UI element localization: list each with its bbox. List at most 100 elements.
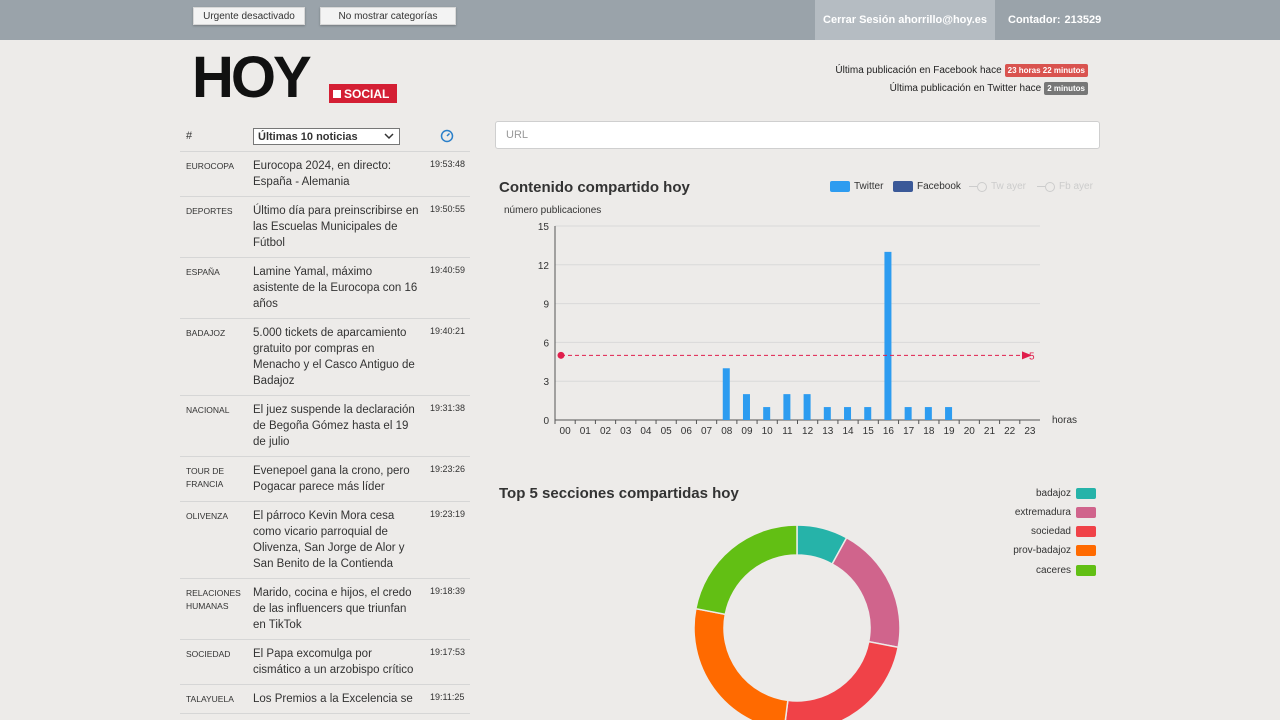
bar-twitter-17[interactable] [904,407,912,420]
donut-slice-sociedad[interactable] [784,640,900,720]
donut-legend-extremadura[interactable]: extremadura [1015,507,1096,518]
donut-slice-caceres[interactable] [694,524,798,616]
logo-square-icon [333,89,341,98]
legend-tw-ayer-label: Tw ayer [991,181,1027,192]
news-filter-select[interactable]: Últimas 10 noticias [253,128,400,145]
news-time: 19:40:59 [430,265,466,275]
bar-twitter-16[interactable] [884,251,892,420]
donut-legend-label: sociedad [1030,526,1071,537]
news-category: SOCIEDAD [186,649,231,659]
donut-legend-badajoz[interactable]: badajoz [1036,488,1096,499]
donut-legend-sociedad[interactable]: sociedad [1031,526,1096,537]
counter-label: Contador: [1008,14,1061,26]
news-title[interactable]: Último día para preinscribirse en las Es… [253,205,419,249]
news-time: 19:18:39 [430,586,466,596]
news-title[interactable]: El juez suspende la declaración de Begoñ… [253,404,415,448]
news-row[interactable]: TALAYUELA Los Premios a la Excelencia se 1… [180,685,470,714]
legend-tw-ayer[interactable]: Tw ayer [969,181,1026,192]
last-twitter-label: Última publicación en Twitter hace [889,83,1042,94]
news-row[interactable]: BADAJOZ 5.000 tickets de aparcamiento gra… [180,319,470,396]
donut-slice-extremadura[interactable] [831,536,901,649]
bar-twitter-09[interactable] [742,394,750,420]
x-tick-label: 04 [640,426,652,437]
news-title[interactable]: Los Premios a la Excelencia se [253,693,413,705]
news-time: 19:40:21 [430,326,466,336]
bar-twitter-08[interactable] [722,368,730,420]
news-title[interactable]: El párroco Kevin Mora cesa como vicario … [253,510,405,570]
news-row[interactable]: SOCIEDAD El Papa excomulga por cismático … [180,640,470,685]
top-bar: Urgente desactivado No mostrar categoría… [0,0,1280,40]
legend-facebook-swatch [893,181,913,192]
bar-twitter-19[interactable] [945,407,953,420]
news-row[interactable]: TOUR DE FRANCIA Evenepoel gana la crono, … [180,457,470,502]
legend-tw-ayer-line [969,186,977,187]
y-tick-label: 15 [538,222,550,233]
urgent-toggle-button[interactable]: Urgente desactivado [193,7,305,25]
news-title[interactable]: Marido, cocina e hijos, el credo de las … [253,587,412,631]
news-title[interactable]: Eurocopa 2024, en directo: España - Alem… [253,160,392,188]
donut-legend-swatch [1076,545,1096,556]
news-title[interactable]: Lamine Yamal, máximo asistente de la Eur… [253,266,418,310]
last-twitter-badge: 2 minutos [1044,82,1088,95]
bar-twitter-13[interactable] [823,407,831,420]
counter: Contador: 213529 [1008,0,1101,40]
hide-categories-button[interactable]: No mostrar categorías [320,7,456,25]
bar-twitter-15[interactable] [864,407,872,420]
hoy-social-logo[interactable]: HOY SOCIAL [192,49,402,107]
legend-twitter[interactable]: Twitter [830,181,883,192]
news-row[interactable]: RELACIONES HUMANAS Marido, cocina e hijos… [180,579,470,640]
bar-twitter-10[interactable] [763,407,771,420]
news-title[interactable]: Evenepoel gana la crono, pero Pogacar pa… [253,465,410,493]
url-input[interactable] [495,121,1100,149]
x-axis-label: horas [1052,415,1077,426]
legend-facebook[interactable]: Facebook [893,181,961,192]
logo-social-tag: SOCIAL [329,84,397,103]
news-table-header: # Últimas 10 noticias [180,124,470,152]
donut-legend-caceres[interactable]: caceres [1036,565,1096,576]
y-axis-label: número publicaciones [504,205,601,216]
news-row[interactable]: ESPAÑA Lamine Yamal, máximo asistente de … [180,258,470,319]
last-twitter-publication: Última publicación en Twitter hace 2 min… [890,82,1088,95]
donut-slice-prov-badajoz[interactable] [693,607,789,720]
counter-value: 213529 [1064,14,1102,26]
bar-twitter-12[interactable] [803,394,811,420]
news-row[interactable]: NACIONAL El juez suspende la declaración … [180,396,470,457]
clock-icon[interactable] [440,129,454,143]
x-tick-label: 11 [782,426,793,437]
donut-chart-svg [693,524,901,720]
x-tick-label: 12 [802,426,814,437]
donut-legend-prov-badajoz[interactable]: prov-badajoz [1013,545,1096,556]
news-title[interactable]: 5.000 tickets de aparcamiento gratuito p… [253,327,415,387]
news-row[interactable]: OLIVENZA El párroco Kevin Mora cesa como … [180,502,470,579]
news-filter-value: Últimas 10 noticias [258,130,358,143]
donut-legend-swatch [1076,507,1096,518]
x-tick-label: 20 [964,426,976,437]
x-tick-label: 19 [944,426,956,437]
x-tick-label: 10 [762,426,774,437]
last-facebook-badge: 23 horas 22 minutos [1004,64,1088,77]
bar-twitter-14[interactable] [844,407,852,420]
news-row[interactable]: EUROCOPA Eurocopa 2024, en directo: Españ… [180,152,470,197]
logout-button[interactable]: Cerrar Sesión ahorrillo@hoy.es [815,0,995,40]
news-time: 19:31:38 [430,403,466,413]
news-row[interactable]: DEPORTES Último día para preinscribirse e… [180,197,470,258]
news-table: # Últimas 10 noticias EUROCOPA Eurocopa 2… [180,124,470,714]
hash-column-header: # [186,130,193,142]
news-time: 19:50:55 [430,204,466,214]
x-tick-label: 02 [600,426,612,437]
news-category: ESPAÑA [186,267,220,277]
news-category: TOUR DE FRANCIA [186,466,225,489]
news-title[interactable]: El Papa excomulga por cismático a un arz… [253,648,414,676]
x-tick-label: 01 [580,426,592,437]
legend-twitter-label: Twitter [854,181,884,192]
legend-tw-ayer-marker [977,181,987,192]
news-time: 19:11:25 [430,692,465,702]
x-tick-label: 23 [1024,426,1036,437]
bar-twitter-11[interactable] [783,394,791,420]
bar-twitter-18[interactable] [924,407,932,420]
legend-fb-ayer-marker [1045,181,1055,192]
logo-main-text: HOY [192,45,312,110]
x-tick-label: 14 [842,426,854,437]
legend-fb-ayer[interactable]: Fb ayer [1037,181,1093,192]
donut-legend-label: extremadura [1014,507,1071,518]
